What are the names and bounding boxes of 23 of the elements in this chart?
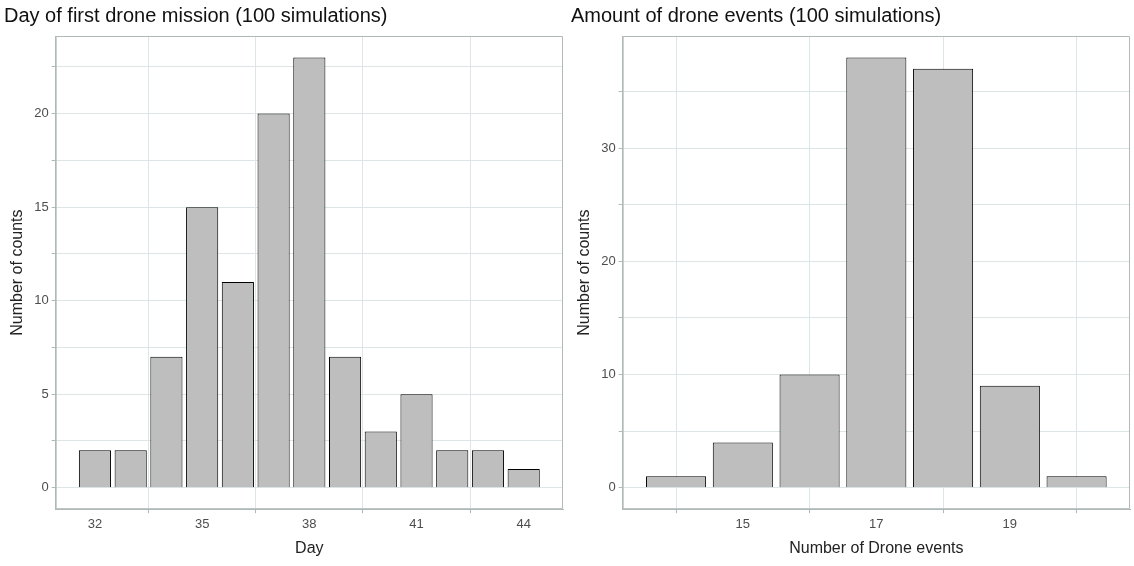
x-tick-label: 44	[516, 515, 531, 531]
y-tick-label: 0	[608, 479, 616, 495]
chart-title: Amount of drone events (100 simulations)	[571, 3, 942, 26]
y-tick-label: 10	[34, 292, 49, 308]
y-tick-label: 5	[41, 385, 49, 401]
x-tick-label: 19	[1002, 515, 1018, 531]
x-axis-title: Number of Drone events	[789, 538, 964, 556]
x-tick-label: 41	[409, 515, 424, 531]
x-tick-label: 35	[194, 515, 210, 531]
y-tick-label: 15	[34, 198, 49, 214]
y-tick-label: 30	[601, 139, 616, 155]
y-axis-title: Number of counts	[575, 209, 593, 336]
x-axis-title: Day	[295, 538, 324, 556]
y-tick-label: 10	[601, 366, 616, 382]
y-tick-label: 20	[34, 105, 49, 121]
x-tick-label: 17	[869, 515, 884, 531]
y-tick-label: 20	[601, 252, 616, 268]
y-tick-label: 0	[41, 479, 49, 495]
x-tick-label: 15	[735, 515, 751, 531]
x-tick-label: 38	[302, 515, 317, 531]
chart-title: Day of first drone mission (100 simulations)	[4, 3, 388, 26]
y-axis-title: Number of counts	[8, 209, 26, 336]
x-tick-label: 32	[87, 515, 103, 531]
